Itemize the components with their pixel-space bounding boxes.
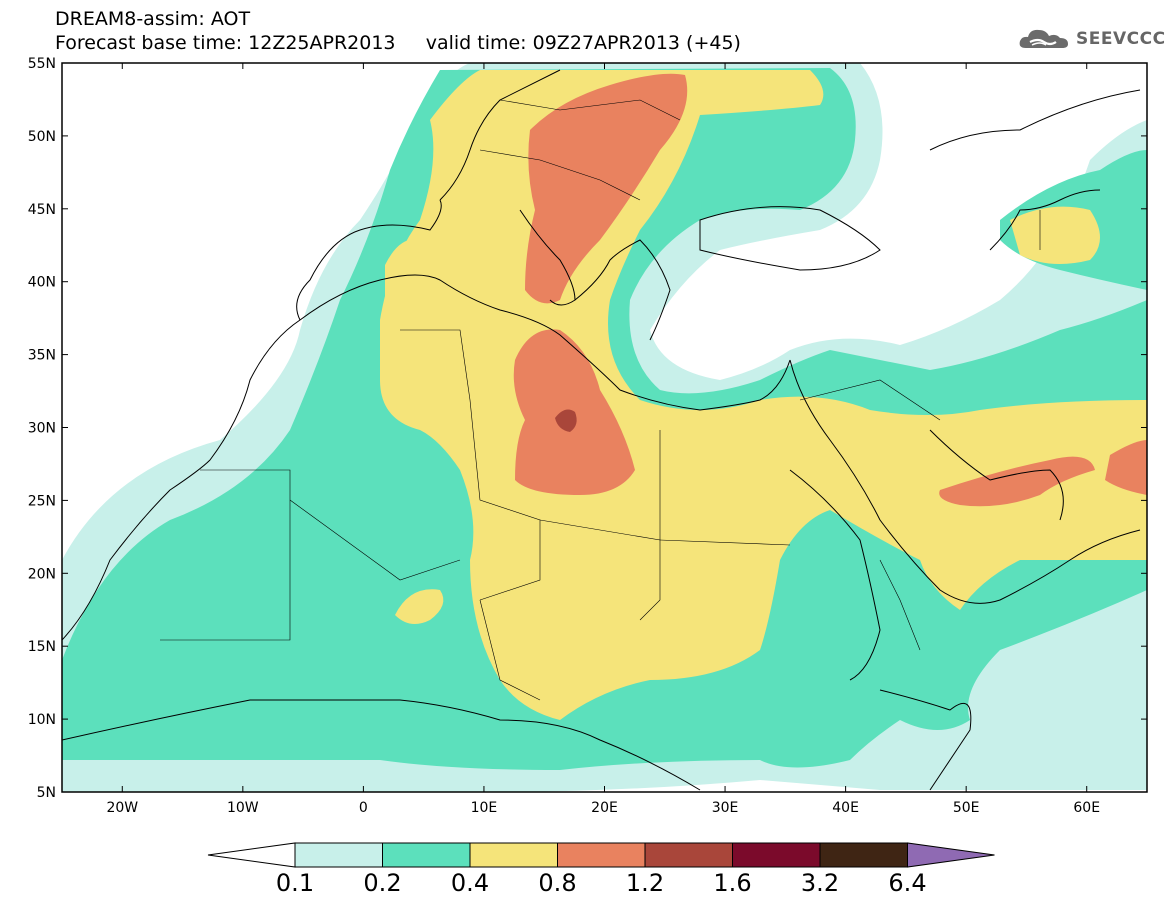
latitude-axis: 55N 50N 45N 40N 35N 30N 25N 20N 15N 10N 5N bbox=[28, 56, 56, 801]
aot-band-0-8-north bbox=[525, 73, 688, 304]
aot-colorbar bbox=[207, 842, 995, 868]
aot-band-0-4-east bbox=[1010, 206, 1100, 264]
lat-label: 40N bbox=[28, 275, 56, 291]
aot-band-0-8-far-east bbox=[1105, 440, 1147, 495]
lon-label: 0 bbox=[359, 800, 368, 816]
coastlines bbox=[62, 69, 1141, 791]
colorbar-segment bbox=[732, 842, 821, 868]
colorbar-segment bbox=[557, 842, 646, 868]
lat-label: 45N bbox=[28, 202, 56, 218]
seevccc-logo: SEEVCCC bbox=[1018, 26, 1165, 52]
colorbar-level-label: 3.2 bbox=[800, 869, 840, 897]
lat-label: 25N bbox=[28, 493, 56, 509]
aot-band-0-8-east bbox=[939, 456, 1095, 507]
lon-label: 10E bbox=[471, 800, 498, 816]
colorbar-level-label: 0.2 bbox=[363, 869, 402, 897]
axis-ticks bbox=[62, 62, 1147, 793]
colorbar-level-label: 0.1 bbox=[275, 869, 315, 897]
lon-label: 20E bbox=[591, 800, 618, 816]
colorbar-segment bbox=[469, 842, 558, 868]
lon-label: 30E bbox=[712, 800, 739, 816]
lat-label: 5N bbox=[37, 785, 56, 801]
aot-band-1-2 bbox=[555, 409, 577, 432]
lat-label: 30N bbox=[28, 421, 56, 437]
logo-text: SEEVCCC bbox=[1076, 29, 1165, 49]
lat-label: 20N bbox=[28, 566, 56, 582]
colorbar-level-label: 1.2 bbox=[625, 869, 665, 897]
colorbar-level-label: 0.8 bbox=[538, 869, 577, 897]
lat-label: 50N bbox=[28, 129, 56, 145]
colorbar-over-arrow bbox=[907, 842, 995, 868]
lon-label: 60E bbox=[1073, 800, 1100, 816]
lat-label: 15N bbox=[28, 639, 56, 655]
lat-label: 35N bbox=[28, 348, 56, 364]
lon-label: 50E bbox=[953, 800, 980, 816]
cloud-logo-icon bbox=[1019, 29, 1068, 48]
colorbar-segment bbox=[819, 842, 908, 868]
colorbar-segment bbox=[382, 842, 471, 868]
map-title: DREAM8-assim: AOT bbox=[55, 8, 251, 30]
aot-band-0-4-spot bbox=[395, 589, 444, 624]
country-borders bbox=[160, 99, 1041, 701]
colorbar-level-label: 1.6 bbox=[713, 869, 752, 897]
longitude-axis: 20W 10W 0 10E 20E 30E 40E 50E 60E bbox=[106, 800, 1100, 816]
lon-label: 40E bbox=[832, 800, 859, 816]
lat-label: 55N bbox=[28, 56, 56, 72]
colorbar-segment bbox=[294, 842, 383, 868]
lon-label: 20W bbox=[106, 800, 138, 816]
forecast-time-subtitle: Forecast base time: 12Z25APR2013 valid t… bbox=[55, 32, 741, 54]
aot-band-0-4-west bbox=[385, 239, 430, 323]
colorbar-level-label: 0.4 bbox=[450, 869, 490, 897]
colorbar-segment bbox=[644, 842, 733, 868]
lon-label: 10W bbox=[227, 800, 259, 816]
lat-label: 10N bbox=[28, 712, 56, 728]
colorbar-level-label: 6.4 bbox=[888, 869, 927, 897]
colorbar-under-arrow bbox=[207, 842, 296, 868]
aot-contour-fields bbox=[62, 63, 1147, 792]
